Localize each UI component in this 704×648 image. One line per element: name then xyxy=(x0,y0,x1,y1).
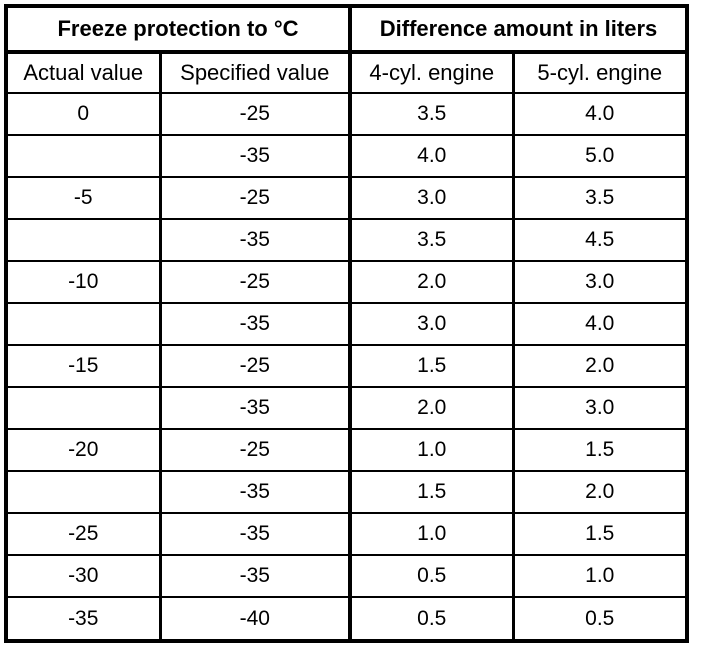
table-cell: 4.0 xyxy=(511,302,689,347)
table-cell: -40 xyxy=(158,596,352,642)
table-cell: -25 xyxy=(158,176,352,221)
table-cell: 4.5 xyxy=(511,218,689,263)
table-cell: -25 xyxy=(158,428,352,473)
table-cell: 4.0 xyxy=(511,91,689,137)
table-cell xyxy=(4,134,162,179)
table-cell: 3.0 xyxy=(348,302,515,347)
table-row: -35 1.5 2.0 xyxy=(4,470,689,515)
table-row: -10 -25 2.0 3.0 xyxy=(4,260,689,305)
table-row: -25 -35 1.0 1.5 xyxy=(4,512,689,557)
table-row: -35 -40 0.5 0.5 xyxy=(4,596,689,642)
table-cell: 0.5 xyxy=(511,596,689,642)
table-cell: -25 xyxy=(4,512,162,557)
table-cell: -35 xyxy=(158,554,352,599)
column-header-row: Actual value Specified value 4-cyl. engi… xyxy=(4,51,689,94)
table-cell: 2.0 xyxy=(511,344,689,389)
table-cell: -15 xyxy=(4,344,162,389)
table-row: -35 3.5 4.5 xyxy=(4,218,689,263)
table-cell: 2.0 xyxy=(348,260,515,305)
table-cell: 3.0 xyxy=(511,386,689,431)
table-cell: 1.5 xyxy=(348,470,515,515)
column-header-actual-value: Actual value xyxy=(4,51,162,94)
table-cell: -10 xyxy=(4,260,162,305)
table-row: -5 -25 3.0 3.5 xyxy=(4,176,689,221)
table-cell: -35 xyxy=(158,386,352,431)
table-cell xyxy=(4,302,162,347)
table-cell: 3.5 xyxy=(511,176,689,221)
table-cell: -25 xyxy=(158,260,352,305)
table-cell: -35 xyxy=(158,512,352,557)
table-cell: -35 xyxy=(158,218,352,263)
table-cell: -35 xyxy=(158,302,352,347)
table-cell: -25 xyxy=(158,91,352,137)
table-cell: 1.5 xyxy=(348,344,515,389)
table-cell: -30 xyxy=(4,554,162,599)
table-cell: 0.5 xyxy=(348,596,515,642)
table-row: -35 4.0 5.0 xyxy=(4,134,689,179)
table-row: -35 2.0 3.0 xyxy=(4,386,689,431)
table-row: 0 -25 3.5 4.0 xyxy=(4,91,689,137)
table-cell: -25 xyxy=(158,344,352,389)
table-cell: -35 xyxy=(158,134,352,179)
table-cell: 0 xyxy=(4,91,162,137)
table-cell: 3.5 xyxy=(348,91,515,137)
header-group-difference-amount: Difference amount in liters xyxy=(348,5,689,54)
table-cell: 4.0 xyxy=(348,134,515,179)
column-header-5cyl-engine: 5-cyl. engine xyxy=(511,51,689,94)
table-cell: -20 xyxy=(4,428,162,473)
table-body: 0 -25 3.5 4.0 -35 4.0 5.0 -5 -25 3.0 3.5 -35 3.5 4.5-… xyxy=(4,91,689,642)
table-row: -15 -25 1.5 2.0 xyxy=(4,344,689,389)
header-group-row: Freeze protection to °C Difference amoun… xyxy=(4,5,689,54)
table-cell: 1.5 xyxy=(511,512,689,557)
table-cell: -35 xyxy=(158,470,352,515)
table-cell: 0.5 xyxy=(348,554,515,599)
table-cell: 1.0 xyxy=(348,512,515,557)
table-cell: 1.0 xyxy=(511,554,689,599)
table-cell xyxy=(4,470,162,515)
table-row: -35 3.0 4.0 xyxy=(4,302,689,347)
table-cell: 2.0 xyxy=(348,386,515,431)
table-cell: 1.5 xyxy=(511,428,689,473)
table-cell: 2.0 xyxy=(511,470,689,515)
column-header-specified-value: Specified value xyxy=(158,51,352,94)
table-row: -30 -35 0.5 1.0 xyxy=(4,554,689,599)
header-group-freeze-protection: Freeze protection to °C xyxy=(4,5,352,54)
table-cell: 3.0 xyxy=(348,176,515,221)
column-header-4cyl-engine: 4-cyl. engine xyxy=(348,51,515,94)
freeze-protection-table: Freeze protection to °C Difference amoun… xyxy=(4,4,690,643)
table-cell xyxy=(4,218,162,263)
table-cell xyxy=(4,386,162,431)
table-cell: 1.0 xyxy=(348,428,515,473)
table-header: Freeze protection to °C Difference amoun… xyxy=(4,5,689,94)
table-cell: 5.0 xyxy=(511,134,689,179)
table-cell: -35 xyxy=(4,596,162,642)
table-cell: 3.0 xyxy=(511,260,689,305)
table-cell: 3.5 xyxy=(348,218,515,263)
table-row: -20 -25 1.0 1.5 xyxy=(4,428,689,473)
table-cell: -5 xyxy=(4,176,162,221)
